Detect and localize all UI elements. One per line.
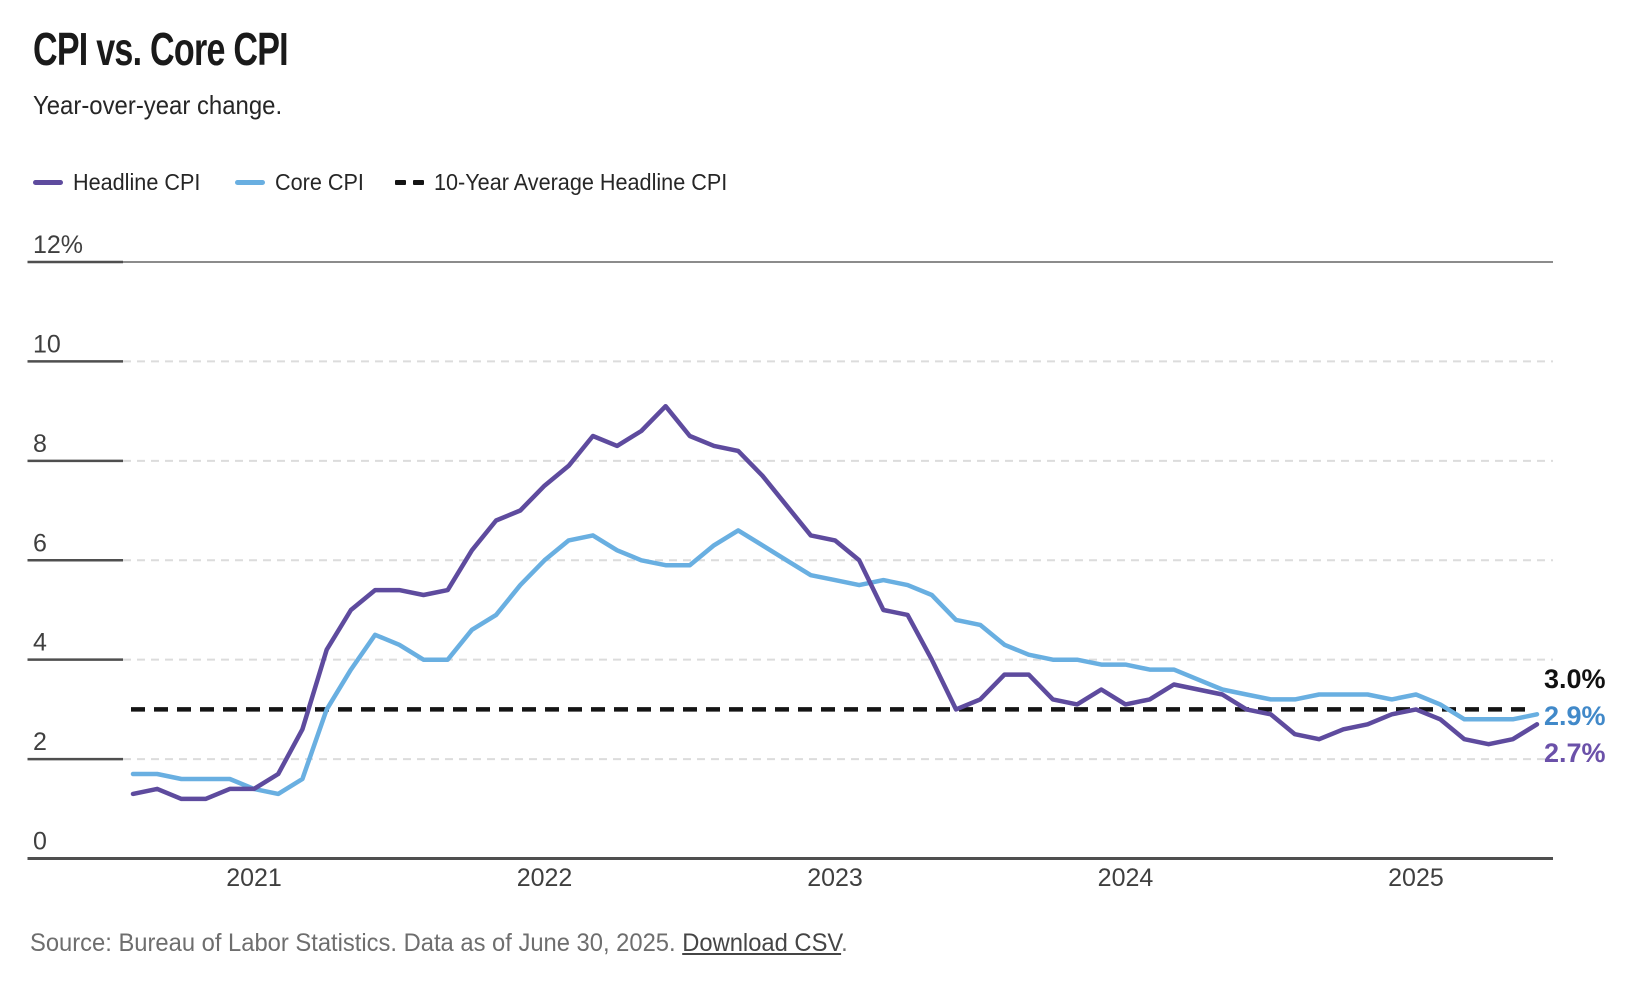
dashed-line-swatch-icon: [395, 180, 425, 185]
y-tick-label: 0: [33, 828, 47, 856]
x-tick-label: 2022: [517, 864, 573, 892]
headline-cpi-line[interactable]: [130, 403, 1540, 802]
chart-legend: Headline CPI Core CPI 10-Year Average He…: [33, 169, 746, 196]
x-tick-label: 2023: [807, 864, 863, 892]
legend-label: Core CPI: [274, 169, 364, 195]
x-tick-label: 2024: [1098, 864, 1154, 892]
y-tick-label: 4: [33, 629, 47, 657]
source-text: Source: Bureau of Labor Statistics. Data…: [30, 929, 683, 957]
chart-subtitle: Year-over-year change.: [33, 90, 283, 120]
source-line: Source: Bureau of Labor Statistics. Data…: [30, 929, 848, 958]
legend-label: 10-Year Average Headline CPI: [434, 169, 728, 195]
average-value-label: 3.0%: [1544, 664, 1606, 694]
core-cpi-line-swatch-icon: [234, 180, 265, 185]
x-tick-label: 2025: [1388, 864, 1444, 892]
legend-item-headline-cpi: Headline CPI: [33, 169, 209, 196]
legend-item-core-cpi: Core CPI: [234, 169, 370, 196]
y-tick-label: 12%: [33, 231, 83, 259]
core-cpi-value-label: 2.9%: [1544, 701, 1606, 731]
y-tick-label: 6: [33, 529, 47, 557]
headline-cpi-line-swatch-icon: [33, 180, 63, 185]
y-tick-label: 10: [33, 330, 61, 358]
y-tick-label: 2: [33, 728, 47, 756]
legend-item-10-year-average: 10-Year Average Headline CPI: [395, 169, 746, 196]
legend-label: Headline CPI: [73, 169, 201, 195]
source-text-suffix: .: [841, 929, 848, 957]
x-tick-label: 2021: [226, 864, 282, 892]
core-cpi-line[interactable]: [130, 528, 1540, 797]
download-csv-link[interactable]: Download CSV: [682, 929, 842, 957]
page-title: CPI vs. Core CPI: [33, 23, 289, 75]
y-tick-label: 8: [33, 430, 47, 458]
headline-cpi-value-label: 2.7%: [1544, 738, 1606, 768]
